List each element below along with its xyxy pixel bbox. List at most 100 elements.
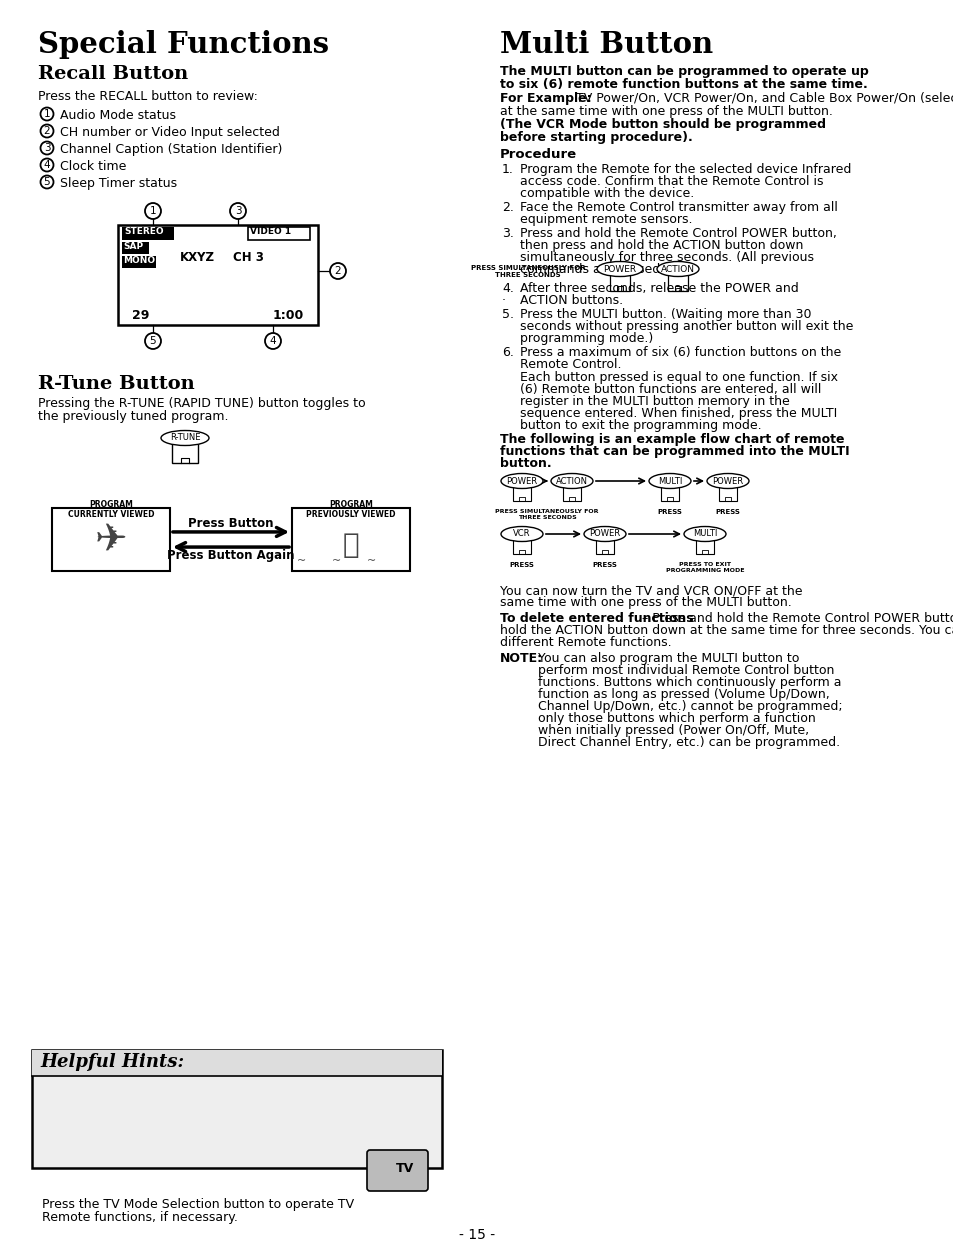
Text: VIDEO 1: VIDEO 1 [250, 227, 291, 235]
Bar [32, 1050, 441, 1168]
Circle shape [40, 158, 53, 172]
Text: PRESS: PRESS [657, 510, 681, 515]
Text: 4.: 4. [501, 282, 514, 295]
Text: 2: 2 [44, 126, 51, 136]
Text: sequence entered. When finished, press the MULTI: sequence entered. When finished, press t… [519, 407, 837, 420]
Text: 5: 5 [44, 177, 51, 187]
Text: POWER: POWER [589, 530, 619, 538]
Ellipse shape [500, 527, 542, 542]
Text: seconds without pressing another button will exit the: seconds without pressing another button … [519, 320, 853, 333]
Text: compatible with the device.: compatible with the device. [519, 187, 694, 201]
Text: Pressing the R-TUNE (RAPID TUNE) button toggles to: Pressing the R-TUNE (RAPID TUNE) button … [38, 397, 365, 410]
Text: ~: ~ [367, 556, 376, 566]
Ellipse shape [583, 527, 625, 542]
Text: CH 3: CH 3 [233, 250, 264, 264]
FancyBboxPatch shape [513, 540, 531, 554]
Text: - 15 -: - 15 - [458, 1229, 495, 1242]
Text: VCR: VCR [513, 530, 530, 538]
Text: ✈: ✈ [94, 521, 127, 558]
Text: only those buttons which perform a function: only those buttons which perform a funct… [537, 711, 815, 725]
Circle shape [40, 107, 53, 121]
Text: KXYZ: KXYZ [180, 250, 214, 264]
Bar [122, 255, 156, 268]
Text: perform most individual Remote Control button: perform most individual Remote Control b… [537, 664, 834, 677]
Text: different Remote functions.: different Remote functions. [499, 635, 671, 649]
FancyBboxPatch shape [609, 273, 629, 292]
Text: the previously tuned program.: the previously tuned program. [38, 410, 229, 422]
Bar [292, 508, 410, 571]
Text: Press and hold the Remote Control POWER button,: Press and hold the Remote Control POWER … [519, 227, 836, 240]
Text: To delete entered functions: To delete entered functions [499, 612, 693, 625]
Text: access code. Confirm that the Remote Control is: access code. Confirm that the Remote Con… [519, 174, 822, 188]
Text: POWER: POWER [603, 264, 636, 274]
Text: simultaneously for three seconds. (All previous: simultaneously for three seconds. (All p… [519, 250, 813, 264]
FancyBboxPatch shape [719, 486, 737, 501]
Text: PROGRAM
CURRENTLY VIEWED: PROGRAM CURRENTLY VIEWED [68, 500, 154, 520]
FancyBboxPatch shape [596, 540, 614, 554]
Ellipse shape [161, 431, 209, 446]
Text: PRESS SIMULTANEOUSLY FOR
THREE SECONDS: PRESS SIMULTANEOUSLY FOR THREE SECONDS [470, 265, 585, 278]
Text: ACTION: ACTION [556, 476, 587, 486]
Ellipse shape [551, 473, 593, 488]
Text: then press and hold the ACTION button down: then press and hold the ACTION button do… [519, 239, 802, 252]
Text: to six (6) remote function buttons at the same time.: to six (6) remote function buttons at th… [499, 78, 867, 91]
FancyBboxPatch shape [660, 486, 679, 501]
Text: button to exit the programming mode.: button to exit the programming mode. [519, 419, 760, 432]
Bar [118, 226, 317, 325]
Bar [248, 227, 310, 240]
Circle shape [145, 333, 161, 349]
Text: 2.: 2. [501, 201, 514, 214]
Circle shape [265, 333, 281, 349]
Bar [122, 227, 173, 240]
Text: functions. Buttons which continuously perform a: functions. Buttons which continuously pe… [537, 677, 841, 689]
Text: 4: 4 [44, 159, 51, 169]
Text: Clock time: Clock time [60, 159, 126, 173]
Text: You can now turn the TV and VCR ON/OFF at the: You can now turn the TV and VCR ON/OFF a… [499, 584, 801, 597]
Text: Face the Remote Control transmitter away from all: Face the Remote Control transmitter away… [519, 201, 837, 214]
Text: The MULTI button can be programmed to operate up: The MULTI button can be programmed to op… [499, 65, 868, 78]
Text: Direct Channel Entry, etc.) can be programmed.: Direct Channel Entry, etc.) can be progr… [537, 736, 840, 749]
Text: Remote Control.: Remote Control. [519, 358, 620, 371]
Text: 3: 3 [44, 143, 51, 153]
Text: NOTE:: NOTE: [499, 652, 542, 665]
Bar [122, 242, 149, 254]
Text: R-TUNE: R-TUNE [170, 434, 200, 442]
Text: PRESS SIMULTANEOUSLY FOR
THREE SECONDS: PRESS SIMULTANEOUSLY FOR THREE SECONDS [495, 510, 598, 520]
Text: 29: 29 [132, 309, 150, 321]
Text: 5.: 5. [501, 308, 514, 321]
Text: same time with one press of the MULTI button.: same time with one press of the MULTI bu… [499, 596, 791, 609]
Ellipse shape [500, 473, 542, 488]
Text: Sleep Timer status: Sleep Timer status [60, 177, 177, 189]
Ellipse shape [597, 262, 642, 277]
Text: 3.: 3. [501, 227, 514, 240]
Text: button.: button. [499, 457, 551, 470]
Text: Press the TV Mode Selection button to operate TV: Press the TV Mode Selection button to op… [42, 1197, 354, 1211]
Text: at the same time with one press of the MULTI button.: at the same time with one press of the M… [499, 105, 832, 118]
Text: register in the MULTI button memory in the: register in the MULTI button memory in t… [519, 395, 789, 407]
Bar [52, 508, 170, 571]
Text: PROGRAM
PREVIOUSLY VIEWED: PROGRAM PREVIOUSLY VIEWED [306, 500, 395, 520]
Text: equipment remote sensors.: equipment remote sensors. [519, 213, 692, 226]
Text: 1: 1 [44, 108, 51, 120]
FancyBboxPatch shape [562, 486, 580, 501]
Text: Press Button Again: Press Button Again [167, 549, 294, 562]
Text: CH number or Video Input selected: CH number or Video Input selected [60, 126, 279, 140]
Text: You can also program the MULTI button to: You can also program the MULTI button to [537, 652, 799, 665]
Text: PRESS: PRESS [592, 562, 617, 568]
Text: Remote functions, if necessary.: Remote functions, if necessary. [42, 1211, 237, 1224]
Text: Channel Caption (Station Identifier): Channel Caption (Station Identifier) [60, 143, 282, 156]
Text: 4: 4 [270, 336, 276, 346]
Circle shape [40, 142, 53, 155]
Ellipse shape [683, 527, 725, 542]
Text: Multi Button: Multi Button [499, 30, 713, 59]
Text: functions that can be programmed into the MULTI: functions that can be programmed into th… [499, 445, 849, 459]
Text: Recall Button: Recall Button [38, 65, 188, 83]
Circle shape [40, 125, 53, 137]
Text: Press the MULTI button. (Waiting more than 30: Press the MULTI button. (Waiting more th… [519, 308, 811, 321]
Text: Press a maximum of six (6) function buttons on the: Press a maximum of six (6) function butt… [519, 346, 841, 359]
Text: Press Button: Press Button [188, 517, 274, 530]
Text: MONO: MONO [123, 255, 155, 265]
Text: ~: ~ [297, 556, 306, 566]
Text: Procedure: Procedure [499, 148, 577, 161]
Ellipse shape [657, 262, 699, 277]
